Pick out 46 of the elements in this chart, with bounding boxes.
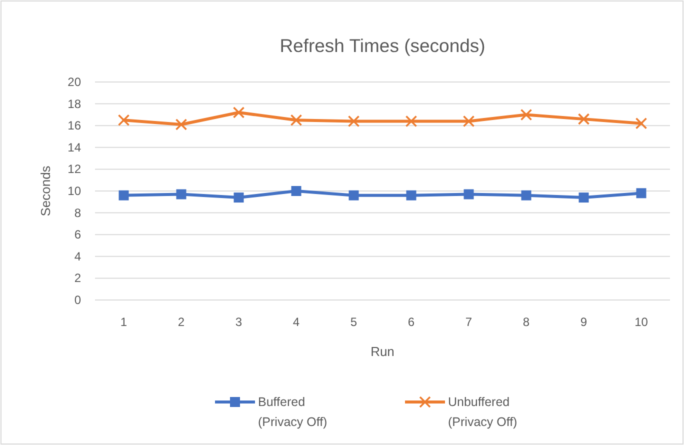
x-tick-label: 10: [634, 315, 648, 329]
point: [464, 189, 474, 200]
point: [578, 113, 590, 125]
point: [521, 190, 532, 200]
point: [348, 190, 359, 200]
y-axis-title: Seconds: [38, 165, 53, 216]
point: [406, 190, 416, 200]
y-tick-label: 0: [74, 293, 82, 307]
y-tick-label: 14: [68, 140, 82, 154]
point: [118, 190, 129, 200]
x-tick-label: 1: [120, 315, 128, 329]
point: [520, 108, 532, 121]
point: [291, 186, 302, 196]
y-tick-label: 10: [68, 184, 82, 198]
y-tick-label: 16: [68, 118, 82, 133]
legend-label: Buffered (Privacy Off): [258, 395, 328, 429]
point: [462, 115, 475, 128]
point: [636, 188, 646, 198]
point: [578, 192, 589, 203]
point: [234, 192, 244, 203]
x-tick-label: 3: [235, 315, 242, 329]
x-tick-label: 4: [292, 315, 300, 329]
point: [290, 114, 302, 126]
point: [405, 115, 418, 128]
y-tick-label: 6: [74, 228, 82, 242]
chart-title: Refresh Times (seconds): [280, 35, 486, 56]
y-tick-label: 18: [68, 96, 82, 111]
point: [635, 118, 648, 130]
point: [232, 106, 245, 118]
x-tick-label: 7: [465, 315, 472, 329]
y-tick-label: 2: [74, 271, 82, 286]
x-tick-label: 9: [580, 315, 588, 329]
point: [175, 118, 188, 130]
x-tick-label: 6: [408, 315, 415, 329]
x-axis-title: Run: [370, 344, 394, 359]
x-tick-label: 5: [350, 315, 358, 329]
y-tick-label: 20: [68, 75, 82, 89]
point: [118, 114, 130, 126]
y-tick-label: 4: [74, 249, 82, 264]
x-tick-label: 8: [522, 315, 530, 329]
y-tick-label: 8: [74, 206, 82, 220]
y-tick-label: 12: [68, 162, 82, 176]
legend-label: Unbuffered (Privacy Off): [448, 395, 518, 429]
point: [348, 115, 360, 128]
point: [176, 189, 186, 200]
x-tick-label: 2: [178, 315, 185, 329]
